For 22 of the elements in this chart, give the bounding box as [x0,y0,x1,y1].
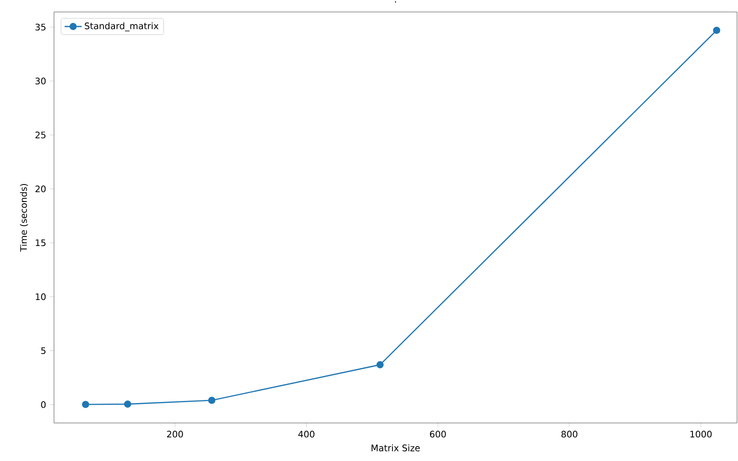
x-tick-label: 400 [298,430,314,438]
legend-label: Standard_matrix [84,22,158,32]
point [208,396,216,404]
y-tick-label: 30 [36,78,46,84]
y-tick-label: 5 [41,347,46,354]
point [124,400,132,408]
y-axis-title: Time (seconds) [20,184,28,252]
y-tick-label: 15 [36,240,46,246]
y-tick-label: 35 [36,24,46,30]
x-tick-label: 600 [430,430,446,438]
point [82,400,90,408]
x-tick-label: 200 [167,430,183,438]
point [713,26,720,34]
point [376,361,384,368]
y-tick-label: 0 [41,401,46,408]
chart-title: . [395,1,396,2]
x-axis-title: Matrix Size [372,444,420,452]
y-tick-label: 20 [35,186,46,192]
x-tick-label: 1000 [690,430,712,438]
y-tick-label: 25 [35,132,46,138]
x-tick-label: 800 [561,430,578,438]
y-tick-label: 10 [36,293,46,300]
